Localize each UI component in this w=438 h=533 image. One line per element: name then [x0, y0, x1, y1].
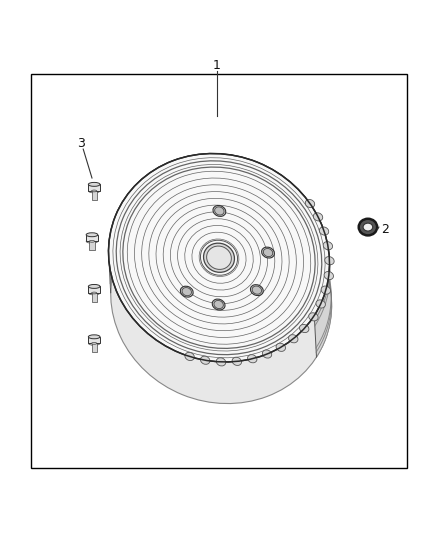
Ellipse shape — [88, 182, 100, 187]
Ellipse shape — [89, 240, 95, 242]
Ellipse shape — [261, 247, 275, 258]
Ellipse shape — [214, 301, 223, 309]
Ellipse shape — [88, 189, 100, 193]
Ellipse shape — [207, 246, 231, 269]
Bar — [88, 337, 100, 343]
Ellipse shape — [88, 335, 100, 339]
Ellipse shape — [215, 207, 224, 215]
Text: 2: 2 — [381, 223, 389, 236]
Bar — [92, 191, 97, 200]
Ellipse shape — [262, 350, 272, 358]
Ellipse shape — [359, 219, 377, 236]
Ellipse shape — [216, 358, 226, 366]
Ellipse shape — [324, 271, 333, 280]
Ellipse shape — [321, 286, 331, 294]
Ellipse shape — [276, 343, 286, 351]
Text: 3: 3 — [77, 138, 85, 150]
Ellipse shape — [325, 256, 334, 265]
Ellipse shape — [289, 335, 298, 343]
Ellipse shape — [212, 299, 225, 310]
Ellipse shape — [363, 223, 373, 231]
Ellipse shape — [319, 227, 329, 235]
Ellipse shape — [109, 154, 329, 362]
Ellipse shape — [92, 342, 97, 344]
Ellipse shape — [309, 313, 318, 321]
Ellipse shape — [88, 291, 100, 295]
Ellipse shape — [263, 248, 273, 257]
Ellipse shape — [313, 213, 323, 221]
Ellipse shape — [247, 354, 257, 363]
Polygon shape — [109, 154, 332, 357]
Ellipse shape — [185, 352, 194, 360]
Ellipse shape — [204, 243, 234, 272]
Ellipse shape — [213, 206, 226, 216]
Ellipse shape — [92, 292, 97, 294]
Ellipse shape — [86, 233, 98, 237]
Bar — [88, 184, 100, 191]
Ellipse shape — [88, 285, 100, 288]
Ellipse shape — [88, 342, 100, 345]
Bar — [92, 343, 97, 352]
Bar — [31, 74, 407, 468]
Bar — [89, 241, 95, 250]
Ellipse shape — [252, 286, 261, 294]
Text: 1: 1 — [213, 59, 221, 71]
Ellipse shape — [251, 285, 263, 296]
Ellipse shape — [316, 300, 325, 308]
Bar — [92, 293, 97, 302]
Ellipse shape — [182, 288, 191, 296]
Bar — [86, 235, 98, 241]
Ellipse shape — [180, 286, 193, 297]
Ellipse shape — [201, 356, 210, 364]
Ellipse shape — [232, 357, 241, 366]
Ellipse shape — [323, 241, 332, 250]
Ellipse shape — [305, 199, 314, 208]
Ellipse shape — [86, 239, 98, 243]
Ellipse shape — [92, 190, 97, 192]
Bar — [88, 286, 100, 293]
Ellipse shape — [300, 325, 309, 333]
Ellipse shape — [111, 195, 332, 403]
